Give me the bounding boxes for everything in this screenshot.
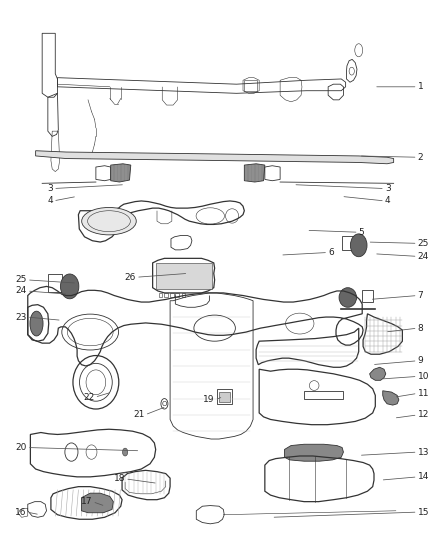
Polygon shape: [244, 164, 265, 182]
Polygon shape: [370, 367, 386, 381]
Text: 24: 24: [418, 252, 429, 261]
Bar: [342, 236, 353, 250]
Text: 25: 25: [15, 276, 27, 285]
Ellipse shape: [123, 448, 128, 456]
Text: 1: 1: [418, 82, 424, 91]
Text: O: O: [162, 401, 167, 407]
Text: 6: 6: [328, 248, 334, 257]
Text: 4: 4: [385, 197, 391, 205]
Ellipse shape: [60, 274, 79, 299]
Text: 9: 9: [418, 356, 424, 365]
Text: 26: 26: [125, 273, 136, 282]
Text: 3: 3: [47, 184, 53, 193]
Polygon shape: [35, 151, 394, 164]
Text: 4: 4: [47, 197, 53, 205]
Bar: [244, 80, 258, 91]
Text: 15: 15: [418, 507, 429, 516]
Bar: [155, 263, 212, 289]
Text: 25: 25: [418, 239, 429, 248]
Text: 14: 14: [418, 472, 429, 481]
Polygon shape: [111, 164, 131, 182]
Bar: [362, 290, 373, 302]
Bar: [219, 392, 230, 402]
Polygon shape: [383, 391, 399, 405]
Text: 21: 21: [134, 410, 145, 419]
Ellipse shape: [339, 288, 357, 307]
Text: 11: 11: [418, 389, 429, 398]
Text: 5: 5: [359, 228, 364, 237]
Text: 7: 7: [418, 291, 424, 300]
Text: 16: 16: [15, 507, 27, 516]
Bar: [217, 390, 232, 404]
Text: 2: 2: [418, 153, 423, 161]
Text: 3: 3: [385, 184, 391, 193]
Text: 10: 10: [418, 372, 429, 381]
Polygon shape: [285, 444, 343, 461]
Text: 19: 19: [203, 395, 215, 405]
Text: 13: 13: [418, 448, 429, 457]
Text: 8: 8: [418, 324, 424, 333]
Text: 23: 23: [15, 312, 27, 321]
Text: 24: 24: [16, 286, 27, 295]
Text: 17: 17: [81, 497, 92, 506]
Ellipse shape: [81, 207, 136, 235]
Polygon shape: [81, 493, 113, 513]
Ellipse shape: [30, 311, 43, 336]
Text: 12: 12: [418, 410, 429, 419]
Text: 18: 18: [113, 474, 125, 483]
Text: 22: 22: [83, 393, 95, 402]
Text: 20: 20: [15, 443, 27, 452]
Bar: [304, 391, 343, 399]
Ellipse shape: [350, 234, 367, 257]
Bar: [48, 274, 62, 292]
